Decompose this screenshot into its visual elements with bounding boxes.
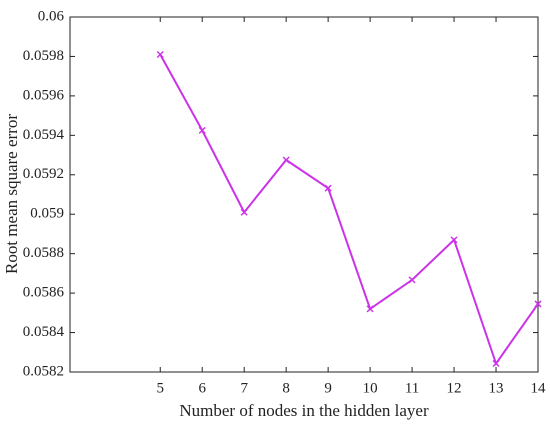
- marker: [324, 184, 332, 192]
- marker: [534, 300, 542, 308]
- marker: [282, 156, 290, 164]
- x-tick-label: 14: [531, 380, 547, 396]
- y-tick-label: 0.0582: [23, 363, 64, 379]
- line: [159, 53, 539, 366]
- x-tick-label: 9: [324, 380, 332, 396]
- y-tick-label: 0.0598: [23, 48, 64, 64]
- y-tick-label: 0.059: [30, 206, 64, 222]
- y-tick-label: 0.06: [38, 8, 65, 24]
- y-tick-label: 0.0584: [23, 324, 65, 340]
- y-tick-label: 0.0588: [23, 245, 64, 261]
- x-tick-label: 10: [363, 380, 378, 396]
- x-tick-label: 7: [240, 380, 248, 396]
- x-tick-label: 12: [447, 380, 462, 396]
- marker: [240, 208, 248, 216]
- x-tick-label: 6: [198, 380, 206, 396]
- x-tick-label: 11: [405, 380, 419, 396]
- x-tick-label: 5: [156, 380, 164, 396]
- x-tick-label: 8: [282, 380, 290, 396]
- x-axis-title: Number of nodes in the hidden layer: [179, 401, 429, 420]
- marker: [450, 236, 458, 244]
- y-axis-title: Root mean square error: [2, 114, 21, 274]
- marker: [156, 50, 164, 59]
- plot-frame: [69, 16, 539, 373]
- x-tick-label: 13: [489, 380, 504, 396]
- marker: [408, 276, 416, 284]
- marker: [366, 305, 374, 313]
- y-tick-label: 0.0586: [23, 285, 65, 301]
- marker: [492, 359, 500, 368]
- y-tick-label: 0.0596: [23, 87, 65, 103]
- y-tick-label: 0.0592: [23, 166, 64, 182]
- y-tick-label: 0.0594: [23, 127, 65, 143]
- marker: [198, 126, 206, 134]
